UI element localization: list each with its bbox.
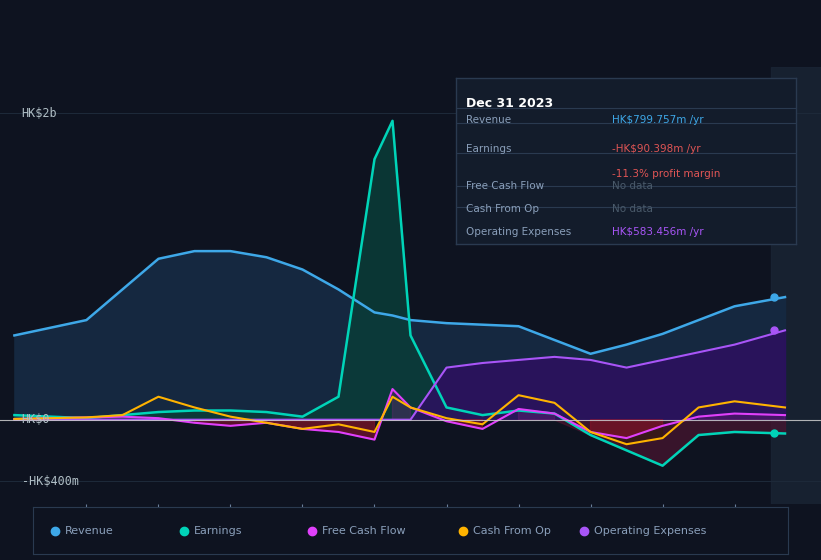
Text: HK$799.757m /yr: HK$799.757m /yr xyxy=(612,115,704,125)
Bar xyxy=(771,67,821,504)
Text: Revenue: Revenue xyxy=(466,115,511,125)
Text: Cash From Op: Cash From Op xyxy=(473,526,551,535)
Text: Revenue: Revenue xyxy=(66,526,114,535)
Text: Operating Expenses: Operating Expenses xyxy=(594,526,706,535)
Text: No data: No data xyxy=(612,181,654,191)
Text: No data: No data xyxy=(612,204,654,214)
Text: Free Cash Flow: Free Cash Flow xyxy=(322,526,406,535)
Text: Cash From Op: Cash From Op xyxy=(466,204,539,214)
Text: HK$0: HK$0 xyxy=(21,413,50,426)
Text: -HK$90.398m /yr: -HK$90.398m /yr xyxy=(612,144,701,155)
Text: Operating Expenses: Operating Expenses xyxy=(466,227,571,237)
Text: -HK$400m: -HK$400m xyxy=(21,474,79,488)
Text: Dec 31 2023: Dec 31 2023 xyxy=(466,96,553,110)
Text: Earnings: Earnings xyxy=(194,526,242,535)
Text: Earnings: Earnings xyxy=(466,144,511,155)
Text: Free Cash Flow: Free Cash Flow xyxy=(466,181,544,191)
Text: HK$2b: HK$2b xyxy=(21,106,57,120)
Text: HK$583.456m /yr: HK$583.456m /yr xyxy=(612,227,704,237)
Text: -11.3% profit margin: -11.3% profit margin xyxy=(612,169,721,179)
